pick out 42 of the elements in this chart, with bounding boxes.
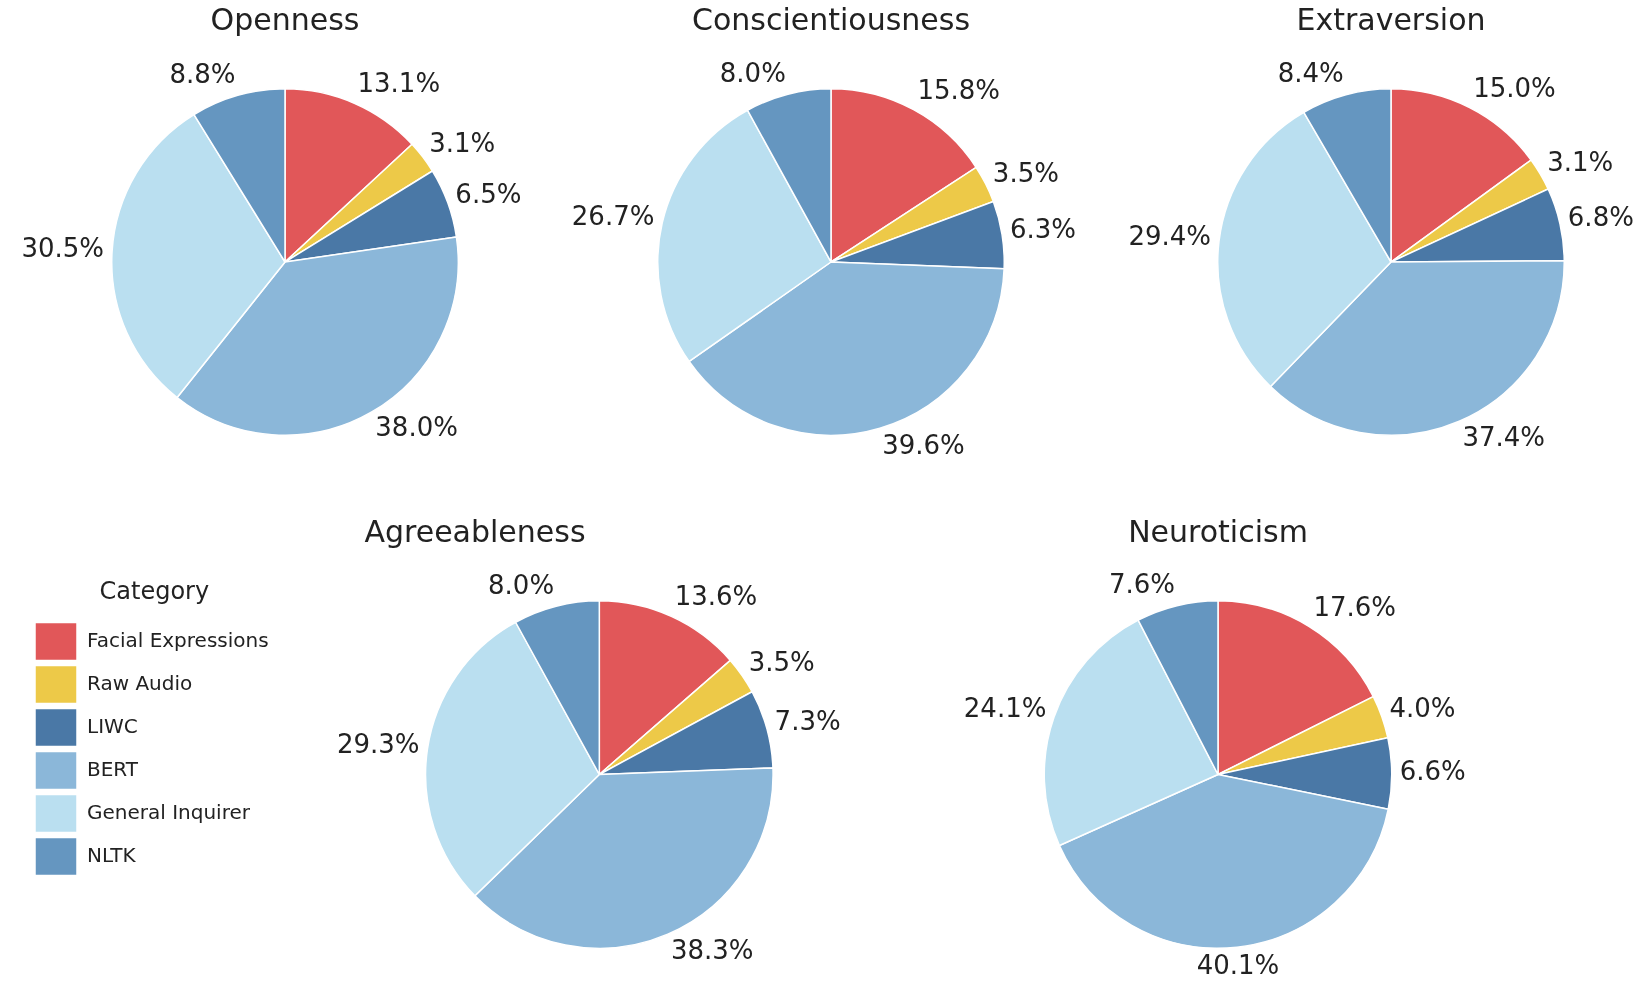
data-label: 13.1% bbox=[357, 67, 441, 98]
data-label: 26.7% bbox=[571, 201, 655, 232]
legend-label: Facial Expressions bbox=[87, 627, 269, 652]
data-label: 6.6% bbox=[1399, 756, 1466, 787]
data-label: 6.8% bbox=[1567, 202, 1634, 233]
data-label: 4.0% bbox=[1389, 692, 1456, 723]
data-label: 3.5% bbox=[748, 646, 815, 677]
legend-label: Raw Audio bbox=[87, 670, 193, 695]
data-label: 8.4% bbox=[1277, 58, 1344, 89]
data-label: 24.1% bbox=[963, 693, 1047, 724]
legend-label: LIWC bbox=[87, 713, 138, 738]
legend-label: General Inquirer bbox=[87, 799, 251, 824]
data-label: 38.0% bbox=[375, 412, 458, 443]
data-label: 7.3% bbox=[774, 706, 841, 737]
data-label: 8.0% bbox=[488, 569, 555, 600]
data-label: 6.3% bbox=[1009, 214, 1077, 245]
chart-title: Neuroticism bbox=[1128, 513, 1308, 549]
data-label: 39.6% bbox=[882, 430, 965, 461]
chart-title: Extraversion bbox=[1296, 1, 1486, 37]
data-label: 17.6% bbox=[1313, 592, 1397, 623]
data-label: 15.0% bbox=[1473, 72, 1556, 103]
data-label: 29.3% bbox=[336, 728, 420, 759]
chart-title: Agreeableness bbox=[364, 513, 586, 549]
chart-title: Conscientiousness bbox=[691, 1, 971, 37]
legend-title: Category bbox=[99, 576, 210, 605]
data-label: 38.3% bbox=[670, 935, 754, 966]
data-label: 3.1% bbox=[429, 127, 496, 158]
data-label: 40.1% bbox=[1196, 949, 1280, 980]
data-label: 15.8% bbox=[917, 74, 1001, 105]
data-label: 3.1% bbox=[1547, 146, 1614, 177]
chart-title: Openness bbox=[210, 1, 360, 37]
data-label: 30.5% bbox=[21, 233, 105, 264]
data-label: 29.4% bbox=[1128, 221, 1212, 252]
legend-label: NLTK bbox=[87, 842, 137, 867]
data-label: 8.8% bbox=[169, 58, 236, 89]
legend-label: BERT bbox=[87, 756, 139, 781]
data-label: 6.5% bbox=[455, 178, 522, 209]
data-label: 3.5% bbox=[992, 157, 1059, 188]
data-label: 37.4% bbox=[1462, 422, 1545, 453]
data-label: 8.0% bbox=[719, 57, 786, 88]
data-label: 13.6% bbox=[674, 580, 758, 611]
data-label: 7.6% bbox=[1108, 569, 1176, 599]
